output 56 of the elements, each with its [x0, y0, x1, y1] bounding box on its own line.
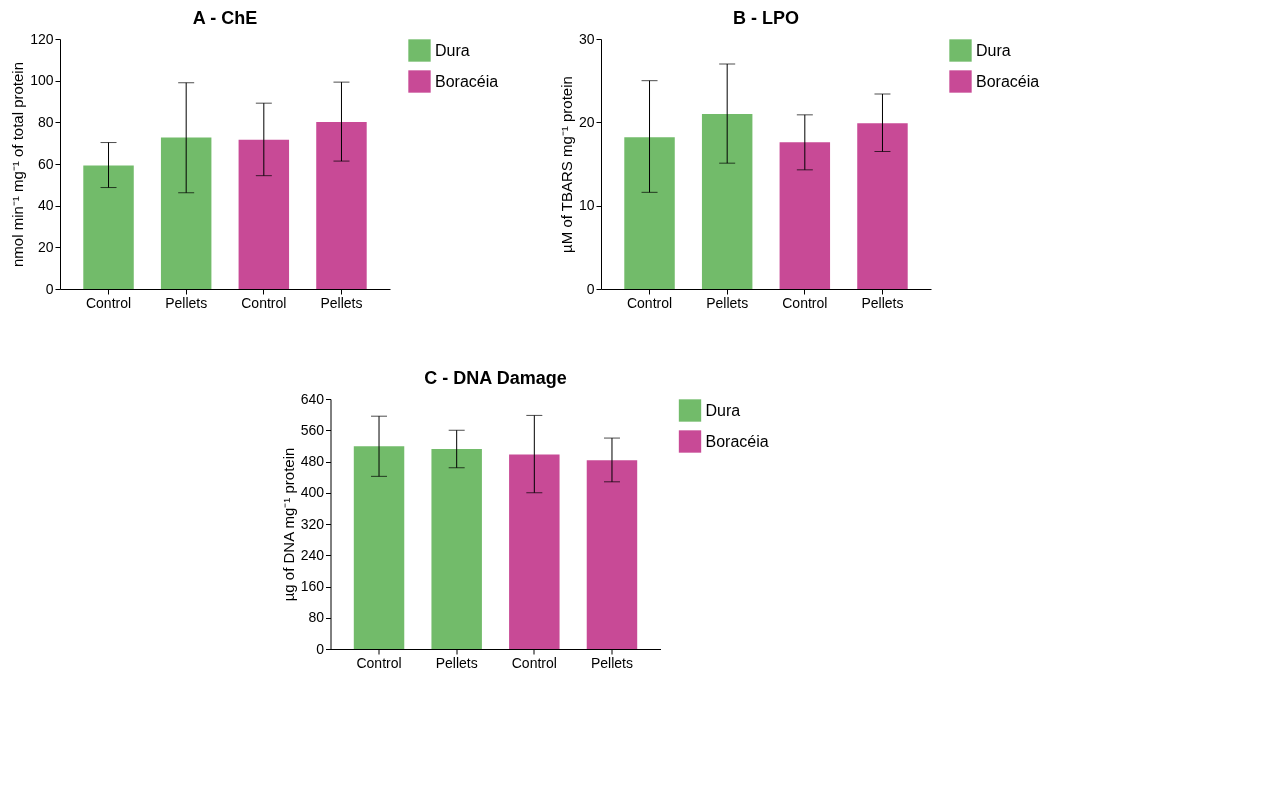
- y-axis-title: µg of DNA mg⁻¹ protein: [279, 447, 297, 602]
- chart-title: C - DNA Damage: [424, 368, 567, 388]
- bar: [431, 449, 482, 649]
- y-axis-title: µM of TBARS mg⁻¹ protein: [557, 76, 575, 253]
- x-tick-label: Pellets: [435, 654, 478, 671]
- y-tick-label: 560: [300, 421, 325, 438]
- y-tick-label: 0: [586, 280, 595, 297]
- x-tick-label: Pellets: [590, 654, 633, 671]
- bar: [160, 137, 212, 289]
- y-tick-label: 60: [37, 155, 54, 172]
- bar: [509, 454, 560, 649]
- x-tick-label: Pellets: [165, 294, 208, 311]
- y-tick-label: 40: [37, 197, 54, 214]
- x-tick-label: Pellets: [861, 294, 904, 311]
- bar: [857, 123, 908, 289]
- y-tick-label: 400: [300, 484, 325, 501]
- bar: [316, 121, 367, 289]
- bar: [586, 460, 638, 649]
- legend-label: Boracéia: [705, 432, 769, 450]
- legend-label: Boracéia: [976, 72, 1040, 90]
- y-axis-title: nmol min⁻¹ mg⁻¹ of total protein: [9, 61, 27, 268]
- legend-label: Boracéia: [435, 72, 499, 90]
- y-tick-label: 20: [578, 113, 595, 130]
- x-tick-label: Control: [241, 294, 287, 311]
- x-tick-label: Control: [85, 294, 132, 311]
- y-tick-label: 480: [300, 453, 325, 469]
- y-tick-label: 640: [300, 390, 325, 407]
- y-tick-label: 30: [578, 30, 595, 47]
- y-tick-label: 0: [45, 280, 54, 297]
- x-tick-label: Pellets: [706, 294, 749, 311]
- x-tick-label: Control: [356, 654, 402, 671]
- legend-label: Dura: [705, 401, 741, 419]
- chart-title: B - LPO: [733, 8, 799, 28]
- y-tick-label: 80: [37, 113, 54, 130]
- y-tick-label: 160: [300, 578, 325, 594]
- bar: [624, 137, 675, 289]
- y-tick-label: 240: [300, 546, 325, 563]
- legend-label: Dura: [976, 41, 1011, 59]
- legend-label: Dura: [435, 41, 470, 59]
- y-tick-label: 0: [316, 640, 325, 657]
- bar: [83, 165, 134, 289]
- y-tick-label: 320: [300, 515, 325, 532]
- bar: [779, 142, 831, 289]
- y-tick-label: 20: [37, 238, 54, 255]
- bar: [238, 139, 290, 289]
- y-tick-label: 80: [308, 609, 325, 626]
- y-tick-label: 120: [30, 30, 54, 47]
- bar: [353, 446, 405, 649]
- x-tick-label: Control: [626, 294, 673, 311]
- bar: [701, 114, 753, 289]
- chart-title: A - ChE: [192, 8, 258, 28]
- y-tick-label: 10: [578, 197, 595, 214]
- y-tick-label: 100: [30, 72, 54, 89]
- x-tick-label: Control: [782, 294, 828, 311]
- x-tick-label: Control: [511, 654, 557, 671]
- x-tick-label: Pellets: [320, 294, 363, 311]
